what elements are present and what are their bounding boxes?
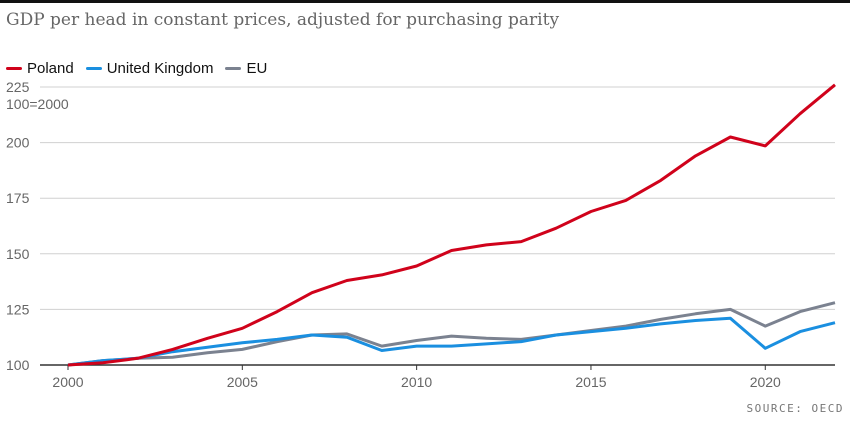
series-line-poland: [67, 83, 836, 367]
y-tick-label: 150: [6, 246, 30, 262]
top-border: [0, 0, 850, 3]
y-tick-label: 225: [6, 79, 30, 95]
y-tick-label: 175: [6, 190, 30, 206]
y-tick-label: 200: [6, 135, 30, 151]
series-line-united-kingdom: [67, 316, 836, 367]
series-line-eu: [67, 301, 836, 367]
y-tick-label: 125: [6, 301, 30, 317]
legend: Poland United Kingdom EU: [6, 60, 267, 77]
x-tick-label: 2000: [52, 374, 83, 390]
y-tick-label: 100: [6, 357, 30, 373]
legend-swatch: [6, 67, 22, 70]
legend-label: United Kingdom: [106, 60, 214, 77]
legend-item-poland: Poland: [6, 60, 74, 77]
legend-item-uk: United Kingdom: [85, 60, 214, 77]
x-tick-label: 2015: [575, 374, 606, 390]
x-tick-label: 2010: [401, 374, 432, 390]
chart-title: GDP per head in constant prices, adjuste…: [6, 10, 560, 30]
legend-item-eu: EU: [225, 60, 267, 77]
legend-label: Poland: [27, 60, 74, 77]
y-axis-unit: 100=2000: [6, 96, 69, 112]
x-tick-label: 2020: [750, 374, 781, 390]
legend-label: EU: [246, 60, 268, 77]
source-note: SOURCE: OECD: [746, 402, 844, 415]
x-tick-label: 2005: [227, 374, 258, 390]
legend-swatch: [85, 67, 102, 70]
legend-swatch: [225, 67, 242, 70]
